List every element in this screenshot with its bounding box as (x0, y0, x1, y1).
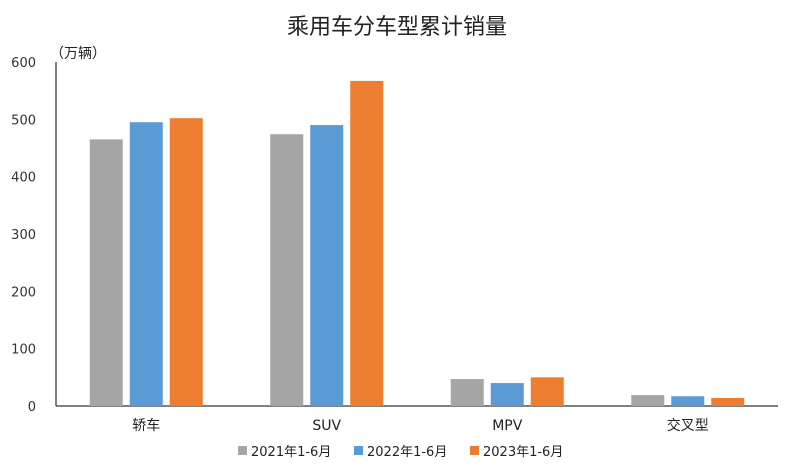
x-axis-category-labels: 轿车 SUV MPV 交叉型 (132, 417, 709, 434)
bar-MPV-2023年1-6月 (530, 377, 564, 406)
y-axis-unit-label: （万辆） (50, 46, 106, 62)
x-category-label: MPV (492, 418, 523, 434)
bar-轿车-2022年1-6月 (129, 122, 163, 406)
y-tick-label: 400 (11, 171, 36, 186)
bar-SUV-2023年1-6月 (350, 80, 384, 407)
x-category-label: 轿车 (132, 417, 160, 434)
legend-label: 2023年1-6月 (483, 445, 563, 460)
x-category-label: 交叉型 (667, 417, 709, 434)
x-category-label: SUV (312, 418, 341, 434)
bar-交叉型-2022年1-6月 (671, 396, 705, 406)
bar-MPV-2022年1-6月 (490, 383, 524, 406)
y-tick-label: 300 (11, 228, 36, 243)
y-axis-ticks: 0 100 200 300 400 500 600 (11, 56, 36, 415)
bar-交叉型-2021年1-6月 (631, 395, 665, 406)
bar-SUV-2021年1-6月 (270, 134, 304, 407)
bar-SUV-2022年1-6月 (310, 125, 344, 407)
legend-swatch (354, 446, 363, 455)
y-tick-label: 0 (28, 400, 36, 415)
bar-轿车-2023年1-6月 (169, 118, 203, 406)
y-tick-label: 600 (11, 56, 36, 71)
bar-交叉型-2023年1-6月 (711, 397, 745, 406)
legend: 2021年1-6月 2022年1-6月 2023年1-6月 (238, 445, 563, 460)
bar-轿车-2021年1-6月 (89, 139, 123, 406)
legend-label: 2022年1-6月 (367, 445, 447, 460)
chart-title: 乘用车分车型累计销量 (287, 15, 507, 40)
bar-MPV-2021年1-6月 (450, 379, 484, 406)
legend-label: 2021年1-6月 (251, 445, 331, 460)
y-tick-label: 100 (11, 343, 36, 358)
legend-swatch (470, 446, 479, 455)
legend-swatch (238, 446, 247, 455)
y-tick-label: 200 (11, 285, 36, 300)
y-tick-label: 500 (11, 113, 36, 128)
bars-group (89, 80, 745, 407)
